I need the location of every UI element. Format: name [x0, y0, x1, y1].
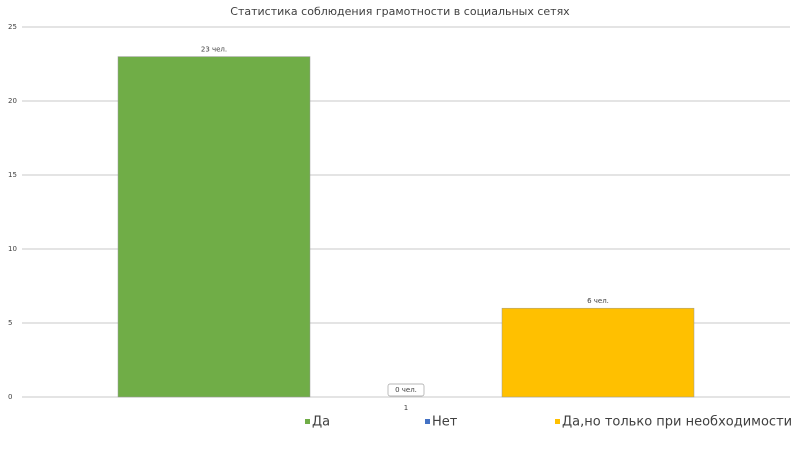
legend-label: Нет [432, 415, 458, 430]
legend-marker [425, 419, 430, 424]
bar [501, 307, 695, 398]
chart-title: Статистика соблюдения грамотности в соци… [230, 5, 570, 18]
bar [117, 56, 311, 398]
data-label: 6 чел. [587, 297, 609, 305]
legend-marker [305, 419, 310, 424]
x-tick-label: 1 [404, 404, 408, 412]
data-label-box [387, 383, 425, 397]
y-tick-label: 0 [8, 393, 12, 401]
y-tick-label: 25 [8, 23, 17, 31]
legend-label: Да,но только при необходимости [562, 415, 792, 430]
data-label: 23 чел. [201, 46, 227, 54]
y-tick-label: 15 [8, 171, 17, 179]
y-tick-label: 10 [8, 245, 17, 253]
y-tick-label: 5 [8, 319, 12, 327]
data-label: 0 чел. [395, 386, 417, 394]
legend-label: Да [312, 415, 330, 430]
y-tick-label: 20 [8, 97, 17, 105]
legend-marker [555, 419, 560, 424]
